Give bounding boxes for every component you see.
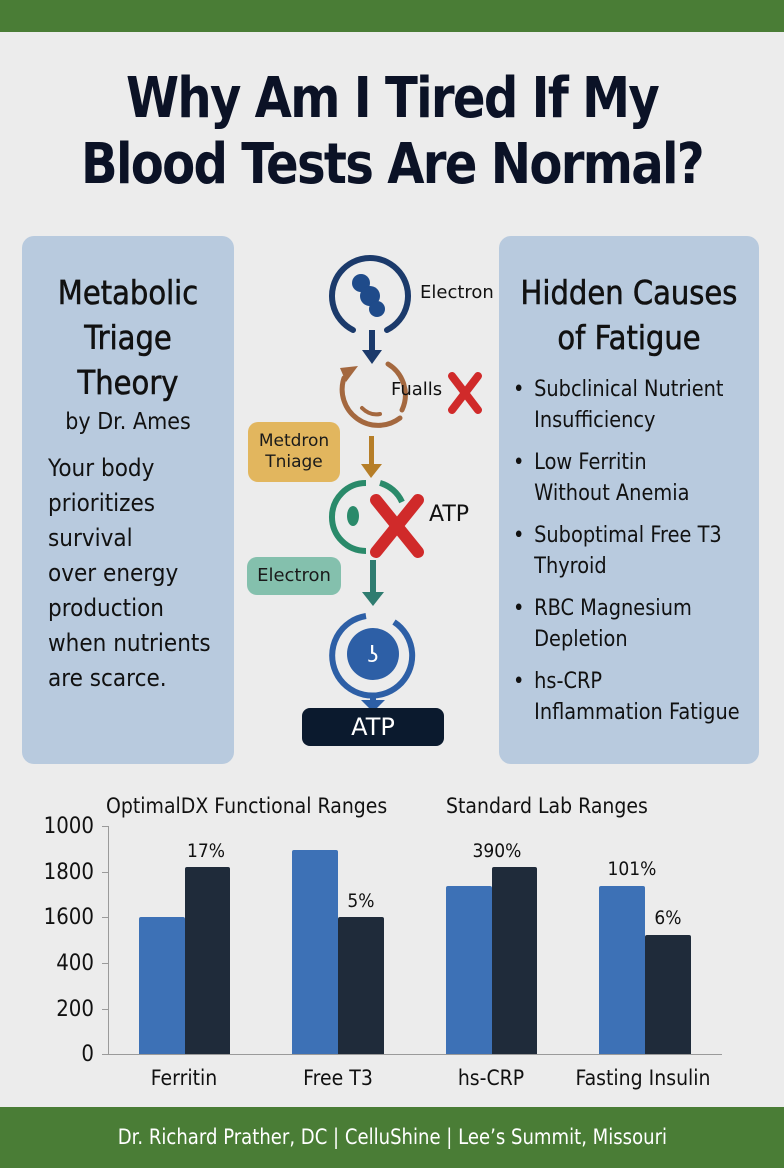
arrow-down-icon bbox=[362, 560, 384, 606]
data-label: 101% bbox=[607, 858, 657, 880]
y-tick: 400 bbox=[56, 951, 94, 976]
bar-ferritin-standard bbox=[185, 867, 230, 1054]
energy-pathway-diagram: ʖ Electron Fualls ATP bbox=[240, 240, 500, 760]
body-line: prioritizes bbox=[48, 489, 156, 517]
card-body-text: Your body prioritizes survival over ener… bbox=[48, 451, 228, 696]
y-tick: 1600 bbox=[43, 905, 94, 930]
tick-mark bbox=[102, 963, 108, 964]
y-tick: 1000 bbox=[43, 814, 94, 839]
card-title: Metabolic Triage Theory bbox=[35, 270, 222, 405]
metdron-triage-pill: Metdron Tniage bbox=[248, 422, 340, 482]
tick-mark bbox=[102, 1009, 108, 1010]
enzyme-icon: ʖ bbox=[329, 613, 416, 699]
bar-hscrp-standard bbox=[492, 867, 537, 1054]
list-item: RBC Magnesium Depletion bbox=[513, 593, 729, 655]
arrow-down-icon bbox=[361, 694, 385, 712]
list-item: Suboptimal Free T3 Thyroid bbox=[513, 520, 729, 582]
item-line: Suboptimal Free T3 bbox=[534, 523, 722, 548]
body-line: survival bbox=[48, 524, 133, 552]
footer-text: Dr. Richard Prather, DC | CelluShine | L… bbox=[117, 1125, 667, 1149]
x-label-free-t3: Free T3 bbox=[303, 1066, 373, 1090]
causes-list: Subclinical Nutrient Insufficiency Low F… bbox=[499, 374, 759, 728]
body-line: over energy bbox=[48, 559, 179, 587]
card-subtitle: by Dr. Ames bbox=[65, 409, 191, 435]
electron-label: Electron bbox=[420, 282, 494, 303]
item-line: Low Ferritin bbox=[534, 450, 647, 475]
item-line: Insufficiency bbox=[534, 408, 656, 433]
atp-output-box: ATP bbox=[302, 708, 444, 746]
y-tick: 200 bbox=[56, 997, 94, 1022]
fualls-label: Fualls bbox=[391, 379, 443, 400]
range-comparison-chart: OptimalDX Functional Ranges Standard Lab… bbox=[0, 780, 784, 1100]
footer-banner: Dr. Richard Prather, DC | CelluShine | L… bbox=[0, 1107, 784, 1168]
data-label: 17% bbox=[186, 840, 225, 862]
hidden-causes-card: Hidden Causes of Fatigue Subclinical Nut… bbox=[499, 236, 759, 764]
title-line: Triage bbox=[84, 318, 172, 358]
y-tick: 0 bbox=[81, 1042, 94, 1067]
card-title: Hidden Causes of Fatigue bbox=[515, 270, 744, 360]
tick-mark bbox=[102, 826, 108, 827]
pill-line: Metdron bbox=[258, 431, 330, 451]
item-line: Subclinical Nutrient bbox=[534, 377, 724, 402]
red-x-icon bbox=[370, 494, 424, 558]
mitochondria-icon bbox=[329, 480, 405, 554]
x-label-ferritin: Ferritin bbox=[150, 1066, 218, 1090]
bar-insulin-standard bbox=[645, 935, 691, 1054]
page-title: Why Am I Tired If My Blood Tests Are Nor… bbox=[55, 66, 729, 198]
title-line-2: Blood Tests Are Normal? bbox=[80, 132, 705, 197]
bar-ferritin-optimaldx bbox=[139, 917, 185, 1054]
electron-molecule-icon bbox=[329, 255, 411, 333]
item-line: Inflammation Fatigue bbox=[534, 700, 740, 725]
red-x-icon bbox=[448, 372, 482, 414]
item-line: hs-CRP bbox=[534, 669, 603, 694]
list-item: Low Ferritin Without Anemia bbox=[513, 447, 729, 509]
body-line: when nutrients bbox=[48, 629, 211, 657]
metabolic-triage-card: Metabolic Triage Theory by Dr. Ames Your… bbox=[22, 236, 234, 764]
data-label: 5% bbox=[347, 890, 375, 912]
x-axis bbox=[102, 1054, 722, 1055]
bar-freet3-standard bbox=[338, 917, 384, 1054]
body-line: Your body bbox=[48, 454, 155, 482]
top-banner bbox=[0, 0, 784, 32]
atp-side-label: ATP bbox=[429, 502, 470, 527]
list-item: Subclinical Nutrient Insufficiency bbox=[513, 374, 729, 436]
item-line: Without Anemia bbox=[534, 481, 690, 506]
tick-mark bbox=[102, 917, 108, 918]
cycle-arrow-icon bbox=[339, 361, 408, 428]
title-line: Theory bbox=[77, 363, 179, 403]
x-label-hs-crp: hs-CRP bbox=[457, 1066, 525, 1090]
x-label-fasting-insulin: Fasting Insulin bbox=[575, 1066, 711, 1090]
y-tick: 1800 bbox=[43, 860, 94, 885]
item-line: Thyroid bbox=[534, 554, 607, 579]
electron-pill: Electron bbox=[247, 557, 341, 595]
y-axis bbox=[108, 826, 109, 1054]
bar-hscrp-optimaldx bbox=[446, 886, 492, 1054]
body-line: production bbox=[48, 594, 164, 622]
pill-line: Tniage bbox=[265, 452, 323, 472]
item-line: Depletion bbox=[534, 627, 628, 652]
body-line: are scarce. bbox=[48, 664, 167, 692]
bar-freet3-optimaldx bbox=[292, 850, 338, 1054]
legend-optimaldx: OptimalDX Functional Ranges bbox=[106, 794, 388, 818]
data-label: 390% bbox=[472, 840, 522, 862]
title-line: of Fatigue bbox=[557, 318, 701, 358]
data-label: 6% bbox=[654, 907, 682, 929]
tick-mark bbox=[102, 872, 108, 873]
legend-standard-lab: Standard Lab Ranges bbox=[446, 794, 648, 818]
svg-text:ʖ: ʖ bbox=[367, 643, 378, 668]
title-line: Hidden Causes bbox=[520, 273, 738, 313]
arrow-down-icon bbox=[361, 436, 382, 478]
title-line-1: Why Am I Tired If My bbox=[125, 66, 660, 131]
bar-insulin-optimaldx bbox=[599, 886, 645, 1054]
list-item: hs-CRP Inflammation Fatigue bbox=[513, 666, 740, 728]
item-line: RBC Magnesium bbox=[534, 596, 692, 621]
arrow-down-icon bbox=[362, 330, 382, 364]
title-line: Metabolic bbox=[57, 273, 199, 313]
